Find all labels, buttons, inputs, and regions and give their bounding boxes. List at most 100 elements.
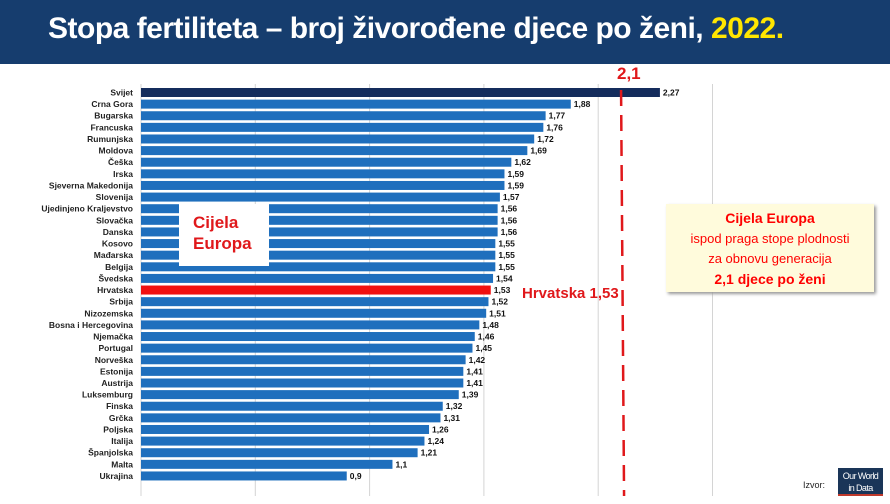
category-label: Njemačka bbox=[93, 332, 133, 342]
croatia-label: Hrvatska 1,53 bbox=[522, 285, 619, 302]
page-title: Stopa fertiliteta – broj živorođene djec… bbox=[48, 12, 784, 46]
title-year: 2022. bbox=[710, 12, 784, 45]
bar-32 bbox=[141, 459, 393, 469]
category-label: Rumunjska bbox=[87, 134, 133, 144]
europe-box-line1: Cijela bbox=[193, 213, 239, 232]
value-label: 1,26 bbox=[432, 424, 449, 434]
bar-chart: Svijet 2,27 Crna Gora 1,88 Bugarska 1,77 Franc… bbox=[41, 84, 713, 497]
category-label: Estonija bbox=[100, 366, 133, 376]
category-label: Švedska bbox=[99, 272, 134, 283]
bar-19 bbox=[141, 308, 487, 318]
note-line3: za obnovu generacija bbox=[708, 251, 832, 266]
value-label: 1,56 bbox=[501, 204, 518, 214]
value-label: 1,39 bbox=[462, 390, 479, 400]
value-label: 1,48 bbox=[482, 320, 499, 330]
category-label: Italija bbox=[111, 436, 133, 446]
value-label: 1,46 bbox=[478, 332, 495, 342]
value-label: 1,76 bbox=[546, 122, 563, 132]
category-label: Ujedinjeno Kraljevstvo bbox=[41, 204, 133, 214]
category-label: Moldova bbox=[99, 146, 134, 156]
value-label: 1,51 bbox=[489, 308, 506, 318]
value-label: 1,21 bbox=[421, 448, 438, 458]
category-label: Austrija bbox=[101, 378, 133, 388]
bar-11 bbox=[141, 215, 498, 225]
category-label: Portugal bbox=[99, 343, 133, 353]
category-label: Norveška bbox=[95, 355, 134, 365]
note-heading: Cijela Europa bbox=[725, 210, 815, 226]
value-label: 1,59 bbox=[507, 169, 524, 179]
category-label: Poljska bbox=[103, 424, 133, 434]
value-label: 1,72 bbox=[537, 134, 554, 144]
category-label: Luksemburg bbox=[82, 390, 133, 400]
value-label: 1,42 bbox=[469, 355, 486, 365]
bar-27 bbox=[141, 401, 443, 411]
bar-28 bbox=[141, 413, 441, 423]
category-label: Slovenija bbox=[96, 192, 134, 202]
category-label: Francuska bbox=[90, 122, 133, 132]
logo-line1: Our World bbox=[842, 471, 879, 481]
category-label: Mađarska bbox=[94, 250, 133, 260]
category-label: Slovačka bbox=[96, 215, 133, 225]
bar-25 bbox=[141, 378, 464, 388]
note-line2: ispod praga stope plodnosti bbox=[690, 231, 850, 246]
bar-29 bbox=[141, 424, 430, 434]
bar-26 bbox=[141, 390, 459, 400]
bar-3 bbox=[141, 122, 544, 132]
category-label: Češka bbox=[108, 156, 133, 167]
category-label: Bosna i Hercegovina bbox=[49, 320, 133, 330]
bar-4 bbox=[141, 134, 535, 144]
bar-31 bbox=[141, 448, 418, 458]
bar-33 bbox=[141, 471, 347, 481]
value-label: 1,45 bbox=[475, 343, 492, 353]
note-line4: 2,1 djece po ženi bbox=[714, 271, 826, 287]
value-label: 1,1 bbox=[395, 459, 407, 469]
category-label: Crna Gora bbox=[91, 99, 133, 109]
bar-1 bbox=[141, 99, 571, 109]
category-label: Španjolska bbox=[88, 447, 133, 458]
value-label: 0,9 bbox=[350, 471, 362, 481]
value-label: 1,55 bbox=[498, 250, 515, 260]
value-label: 1,88 bbox=[574, 99, 591, 109]
category-label: Srbija bbox=[109, 297, 133, 307]
category-label: Irska bbox=[113, 169, 133, 179]
bar-15 bbox=[141, 262, 496, 272]
bar-24 bbox=[141, 366, 464, 376]
bar-9 bbox=[141, 192, 500, 202]
category-label: Kosovo bbox=[102, 239, 133, 249]
category-label: Finska bbox=[106, 401, 133, 411]
bar-21 bbox=[141, 332, 475, 342]
bar-0 bbox=[141, 88, 660, 97]
value-label: 1,52 bbox=[491, 297, 508, 307]
bar-8 bbox=[141, 180, 505, 190]
bar-7 bbox=[141, 169, 505, 179]
category-label: Hrvatska bbox=[97, 285, 133, 295]
note-box: Cijela Europa ispod praga stope plodnost… bbox=[666, 204, 874, 292]
threshold-label: 2,1 bbox=[617, 64, 641, 83]
value-label: 1,54 bbox=[496, 273, 513, 283]
bar-23 bbox=[141, 355, 466, 365]
bar-18 bbox=[141, 297, 489, 307]
bar-6 bbox=[141, 157, 512, 167]
europe-box-line2: Europa bbox=[193, 234, 252, 253]
value-label: 1,32 bbox=[446, 401, 463, 411]
threshold-line bbox=[619, 89, 626, 497]
bar-22 bbox=[141, 343, 473, 353]
category-label: Bugarska bbox=[94, 111, 133, 121]
value-label: 1,55 bbox=[498, 239, 515, 249]
value-label: 1,53 bbox=[494, 285, 511, 295]
value-label: 1,59 bbox=[507, 180, 524, 190]
category-label: Sjeverna Makedonija bbox=[49, 180, 133, 190]
value-label: 1,69 bbox=[530, 146, 547, 156]
value-label: 1,56 bbox=[501, 227, 518, 237]
bar-5 bbox=[141, 146, 528, 156]
value-label: 1,41 bbox=[466, 366, 483, 376]
bar-30 bbox=[141, 436, 425, 446]
category-label: Malta bbox=[111, 459, 133, 469]
title-text: Stopa fertiliteta – broj živorođene djec… bbox=[48, 12, 704, 45]
category-label: Danska bbox=[103, 227, 134, 237]
bar-20 bbox=[141, 320, 480, 330]
category-label: Nizozemska bbox=[84, 308, 133, 318]
title-bar: Stopa fertiliteta – broj živorođene djec… bbox=[0, 0, 890, 64]
value-label: 1,56 bbox=[501, 215, 518, 225]
value-label: 1,62 bbox=[514, 157, 531, 167]
